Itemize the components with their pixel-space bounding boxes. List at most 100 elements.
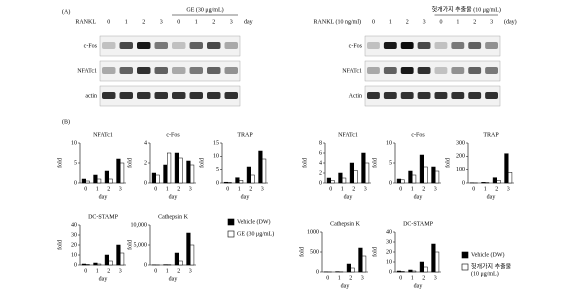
bar <box>400 271 405 273</box>
bar <box>412 270 417 273</box>
bar <box>431 166 436 184</box>
band <box>367 92 380 99</box>
x-tick-label: 2 <box>249 186 252 192</box>
chart-title: NFATc1 <box>338 132 358 138</box>
bar <box>235 177 240 184</box>
bar <box>262 158 267 184</box>
bar <box>163 164 168 184</box>
bar <box>396 270 402 273</box>
legend-swatch <box>461 251 469 259</box>
bar <box>346 263 352 273</box>
bar <box>93 262 98 266</box>
bar <box>361 152 366 184</box>
legend-swatch <box>227 218 235 226</box>
lane-label: 2 <box>142 19 145 25</box>
bar <box>349 162 355 184</box>
x-axis-label: day <box>241 194 250 200</box>
y-tick-label: 5 <box>389 160 392 166</box>
x-tick-label: 2 <box>107 186 110 192</box>
row-label: actin <box>85 93 97 99</box>
bar <box>258 150 263 184</box>
chart-title: TRAP <box>237 132 253 138</box>
bar <box>412 174 417 184</box>
group-label: 헛개가지 추출물 (10 μg/mL) <box>432 5 501 13</box>
band <box>154 67 168 74</box>
y-tick-label: 30 <box>386 239 392 245</box>
chart-title: TRAP <box>483 132 499 138</box>
y-tick-label: 20 <box>71 242 77 248</box>
band <box>434 42 448 49</box>
y-tick-label: 0 <box>216 180 219 186</box>
bar <box>81 263 86 266</box>
legend-label: GE (30 μg/mL) <box>237 230 274 237</box>
bar <box>342 177 347 184</box>
x-tick-label: 1 <box>411 275 414 281</box>
y-tick-label: 30 <box>71 232 77 238</box>
bar <box>186 232 191 266</box>
x-axis-label: day <box>487 194 496 200</box>
x-tick-label: 2 <box>495 186 498 192</box>
blot-frame <box>364 60 501 82</box>
band <box>224 92 238 99</box>
bar <box>246 166 252 184</box>
bar <box>358 247 363 273</box>
y-tick-label: 2 <box>144 160 147 166</box>
row-label: NFATc1 <box>77 68 97 74</box>
band <box>189 42 203 49</box>
bar <box>85 180 90 184</box>
row-label: Actin <box>349 93 362 99</box>
y-tick-label: 8 <box>319 140 322 146</box>
band <box>383 92 397 99</box>
y-tick-label: 10 <box>386 140 392 146</box>
lane-label: 2 <box>406 19 409 25</box>
x-tick-label: 0 <box>154 186 157 192</box>
bar <box>435 251 440 273</box>
band <box>154 42 168 49</box>
y-tick-label: 5 <box>216 167 219 173</box>
bar <box>167 152 172 184</box>
bar <box>108 178 113 184</box>
y-axis-label: fold <box>198 158 205 168</box>
x-tick-label: 0 <box>399 186 402 192</box>
x-tick-label: 3 <box>364 186 367 192</box>
x-tick-label: 1 <box>96 268 99 274</box>
lane-label: 2 <box>212 19 215 25</box>
band <box>434 67 448 74</box>
band <box>172 67 186 74</box>
x-tick-label: 0 <box>84 268 87 274</box>
y-tick-label: 10 <box>386 259 392 265</box>
bar <box>151 172 157 184</box>
band <box>451 92 465 99</box>
band <box>468 67 482 74</box>
band <box>119 92 133 99</box>
bar <box>396 178 402 184</box>
bar <box>108 260 113 266</box>
x-tick-label: 3 <box>261 186 264 192</box>
legend-label: Vehicle (DW) <box>471 251 504 258</box>
y-axis-label: fold <box>56 158 63 168</box>
bar <box>419 261 425 273</box>
lane-label: 0 <box>439 19 442 25</box>
bar <box>365 162 370 184</box>
bar <box>104 254 109 266</box>
bar <box>155 174 160 184</box>
y-tick-label: 1000 <box>307 229 319 235</box>
chart-title: Cathepsin K <box>330 221 360 227</box>
lane-label: 3 <box>160 19 163 25</box>
band <box>119 67 133 74</box>
y-tick-label: 4 <box>319 160 322 166</box>
y-axis-label: fold <box>126 158 133 168</box>
blot-frame <box>364 85 501 107</box>
lane-label: 0 <box>177 19 180 25</box>
band <box>207 42 221 49</box>
y-tick-label: 10 <box>71 140 77 146</box>
y-tick-label: 0 <box>389 269 392 275</box>
band <box>468 42 482 49</box>
x-tick-label: 2 <box>177 186 180 192</box>
y-tick-label: 15 <box>213 140 219 146</box>
x-tick-label: 3 <box>434 275 437 281</box>
lane-label: 3 <box>230 19 233 25</box>
chart-title: c-Fos <box>166 132 180 138</box>
x-tick-label: 3 <box>119 186 122 192</box>
